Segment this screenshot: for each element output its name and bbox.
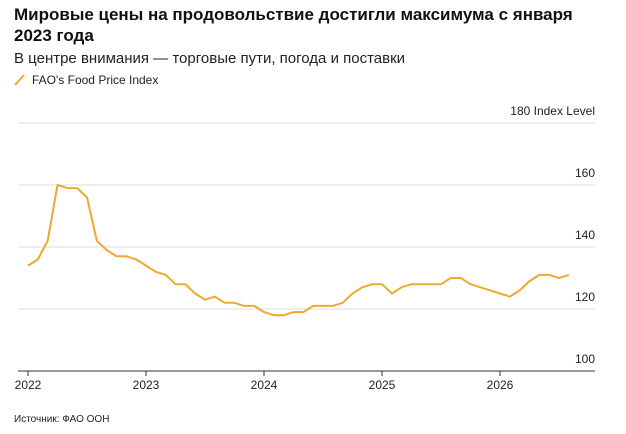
y-tick-label: 160 (575, 166, 595, 180)
legend-icon (14, 74, 25, 86)
y-tick-label: 140 (575, 228, 595, 242)
x-tick-label: 2024 (251, 378, 278, 392)
chart-subtitle: В центре внимания — торговые пути, погод… (14, 50, 406, 67)
y-tick-label: 120 (575, 290, 595, 304)
legend-swatch (14, 74, 25, 86)
header: Мировые цены на продовольствие достигли … (14, 4, 584, 87)
x-tick-label: 2026 (487, 378, 514, 392)
x-tick-label: 2023 (133, 378, 160, 392)
y-tick-label: 100 (575, 352, 595, 366)
source: Источник: ФАО ООН (14, 414, 109, 425)
legend: FAO's Food Price Index (14, 73, 584, 87)
data-line (27, 184, 570, 317)
x-tick-label: 2022 (15, 378, 42, 392)
y-tick-label: 180 Index Level (510, 104, 595, 118)
legend-label: FAO's Food Price Index (32, 73, 159, 87)
x-tick-label: 2025 (369, 378, 396, 392)
chart-title: Мировые цены на продовольствие достигли … (14, 5, 573, 45)
